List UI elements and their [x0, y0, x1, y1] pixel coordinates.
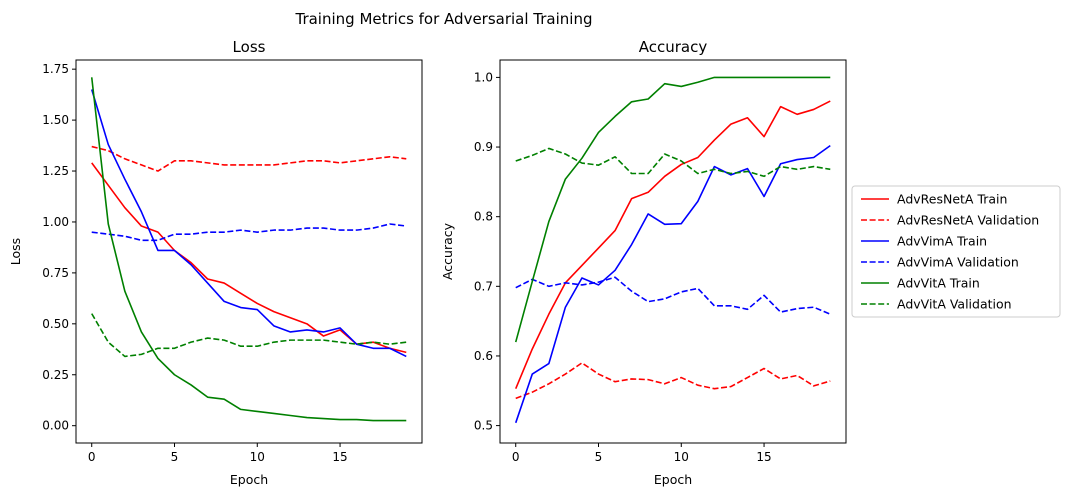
loss-ytick-label: 0.50	[42, 317, 69, 331]
accuracy-ytick-label: 0.9	[474, 140, 493, 154]
accuracy-title: Accuracy	[639, 38, 708, 56]
loss-ytick-label: 0.00	[42, 419, 69, 433]
accuracy-ytick-label: 0.6	[474, 349, 493, 363]
loss-ytick-label: 0.75	[42, 266, 69, 280]
loss-axes-frame	[75, 59, 423, 444]
loss-line-advresneta-validation	[91, 145, 407, 172]
loss-xtick-label: 5	[171, 450, 179, 464]
loss-ytick-label: 1.50	[42, 113, 69, 127]
loss-line-advvita-validation	[91, 313, 407, 358]
legend-label-advresneta-validation: AdvResNetA Validation	[897, 213, 1039, 228]
loss-xtick-label: 0	[88, 450, 96, 464]
accuracy-panel: Accuracy 0 5 10 15 0.5 0.6 0.7 0.8 0.9 1.0 Epoch Acc…	[440, 38, 847, 487]
loss-xtick-label: 10	[250, 450, 265, 464]
loss-ytick-label: 1.75	[42, 62, 69, 76]
accuracy-line-advresneta-validation	[515, 362, 831, 400]
loss-xlabel: Epoch	[230, 472, 268, 487]
loss-line-advvima-train	[90, 89, 407, 358]
loss-line-advvima-validation	[91, 223, 407, 242]
accuracy-xlabel: Epoch	[654, 472, 692, 487]
accuracy-line-advvima-validation	[515, 276, 831, 315]
legend-frame	[851, 185, 1061, 318]
legend-label-advresneta-train: AdvResNetA Train	[897, 192, 1007, 207]
figure-title: Training Metrics for Adversarial Trainin…	[294, 10, 592, 28]
accuracy-xtick-label: 15	[756, 450, 771, 464]
loss-xtick-label: 15	[332, 450, 347, 464]
accuracy-xtick-label: 5	[595, 450, 603, 464]
legend-label-advvita-train: AdvVitA Train	[897, 276, 980, 291]
loss-ytick-label: 1.00	[42, 215, 69, 229]
accuracy-ytick-label: 0.7	[474, 279, 493, 293]
legend-label-advvima-train: AdvVimA Train	[897, 234, 987, 249]
accuracy-line-advvita-train	[514, 76, 831, 343]
legend: AdvResNetA Train AdvResNetA Validation Adv…	[851, 185, 1061, 318]
accuracy-ytick-label: 0.5	[474, 419, 493, 433]
accuracy-ytick-label: 0.8	[474, 210, 493, 224]
loss-ytick-label: 1.25	[42, 164, 69, 178]
accuracy-xtick-label: 10	[674, 450, 689, 464]
accuracy-line-advvima-train	[514, 144, 831, 424]
accuracy-ylabel: Accuracy	[440, 222, 455, 280]
loss-panel: Loss 0 5 10 15 0.00 0.25 0.50 0.75 1.00 1.25 1.50 1.…	[8, 38, 423, 487]
legend-label-advvita-validation: AdvVitA Validation	[897, 297, 1012, 312]
loss-title: Loss	[233, 38, 266, 56]
accuracy-line-advresneta-train	[514, 100, 831, 389]
legend-label-advvima-validation: AdvVimA Validation	[897, 255, 1019, 270]
accuracy-xtick-label: 0	[512, 450, 520, 464]
loss-ytick-label: 0.25	[42, 368, 69, 382]
accuracy-axes-frame	[499, 59, 847, 444]
accuracy-line-advvita-validation	[515, 147, 831, 178]
loss-ylabel: Loss	[8, 238, 23, 265]
loss-line-advvita-train	[90, 77, 407, 422]
accuracy-ytick-label: 1.0	[474, 70, 493, 84]
